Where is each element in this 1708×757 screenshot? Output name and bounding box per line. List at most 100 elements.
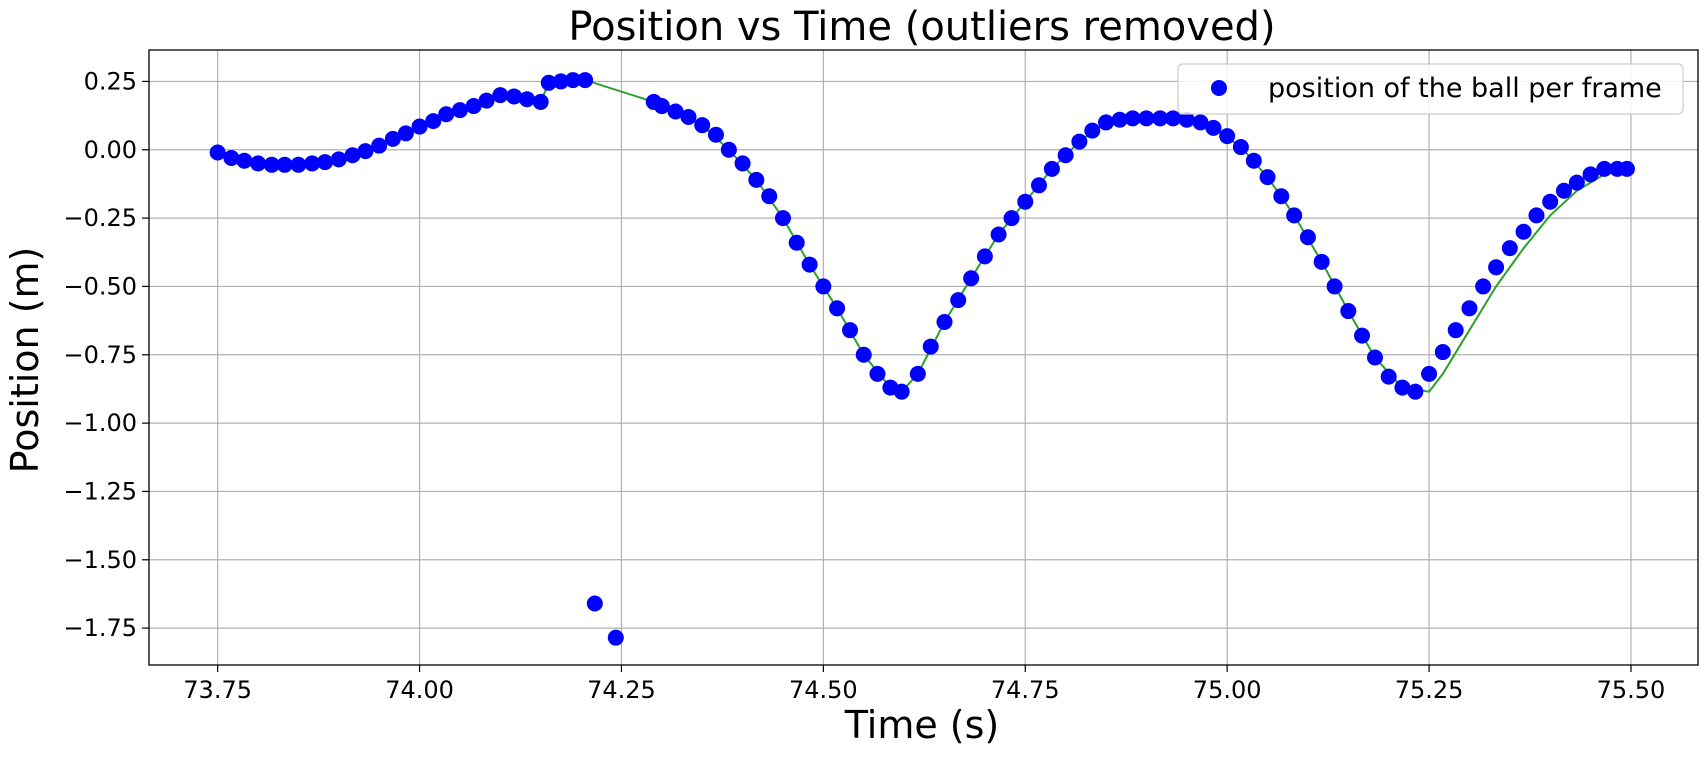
data-point	[1434, 344, 1451, 361]
y-tick-label: 0.00	[84, 136, 137, 164]
data-point	[1528, 207, 1545, 224]
legend-marker	[1211, 80, 1227, 96]
data-point	[518, 91, 535, 108]
data-point	[1447, 322, 1464, 339]
x-tick-label: 75.25	[1395, 676, 1464, 704]
data-point	[1475, 278, 1492, 295]
data-point	[842, 322, 859, 339]
data-point	[411, 118, 428, 135]
legend-frame	[1177, 63, 1684, 115]
data-point	[586, 595, 603, 612]
x-tick-label: 75.00	[1193, 676, 1262, 704]
data-point	[397, 125, 414, 142]
data-point	[1245, 152, 1262, 169]
data-point	[869, 365, 886, 382]
data-point	[694, 117, 711, 134]
data-point	[564, 72, 581, 89]
data-point	[1461, 300, 1478, 317]
data-point	[1488, 259, 1505, 276]
data-point	[976, 248, 993, 265]
data-point	[1568, 174, 1585, 191]
data-point	[1232, 139, 1249, 156]
data-point	[1152, 110, 1169, 127]
data-point	[1354, 327, 1371, 344]
data-point	[680, 108, 697, 125]
plot-area-frame	[148, 49, 1699, 666]
data-point	[478, 92, 495, 109]
data-point	[438, 106, 455, 123]
data-point	[1138, 110, 1155, 127]
data-point	[532, 93, 549, 110]
data-point	[357, 143, 374, 160]
data-point	[936, 313, 953, 330]
data-point	[1618, 160, 1635, 177]
data-point	[922, 338, 939, 355]
data-point	[1421, 365, 1438, 382]
x-tick-label: 74.00	[385, 676, 454, 704]
data-point	[1205, 119, 1222, 136]
data-point	[788, 234, 805, 251]
data-point	[1394, 379, 1411, 396]
data-point	[829, 300, 846, 317]
data-point	[236, 152, 253, 169]
data-point	[950, 292, 967, 309]
data-point	[667, 103, 684, 120]
data-point	[1030, 177, 1047, 194]
data-point	[720, 141, 737, 158]
data-point	[815, 278, 832, 295]
axis-ticks: 73.75 74.00 74.25 74.50 74.75 75.00 75.25 75.50…	[63, 67, 1665, 704]
x-tick-label: 74.75	[991, 676, 1060, 704]
data-point	[1286, 207, 1303, 224]
data-point	[1219, 128, 1236, 145]
data-point	[653, 98, 670, 115]
data-point	[1071, 133, 1088, 150]
data-point	[1259, 169, 1276, 186]
data-point	[540, 74, 557, 91]
data-point	[425, 113, 442, 130]
y-tick-label: −0.75	[63, 341, 137, 369]
data-point	[1515, 223, 1532, 240]
data-point	[1542, 193, 1559, 210]
x-axis-label: Time (s)	[844, 703, 1000, 747]
data-point	[855, 346, 872, 363]
data-point	[1124, 110, 1141, 127]
data-point	[761, 188, 778, 205]
x-tick-label: 74.50	[789, 676, 858, 704]
data-point	[263, 156, 280, 173]
data-point	[384, 130, 401, 147]
data-point	[1084, 122, 1101, 139]
data-point	[1366, 349, 1383, 366]
y-tick-label: −1.00	[63, 409, 137, 437]
y-tick-label: −0.25	[63, 204, 137, 232]
data-point	[1501, 240, 1518, 257]
data-point	[1003, 210, 1020, 227]
y-axis-label: Position (m)	[3, 247, 47, 474]
data-point	[465, 98, 482, 115]
data-point	[801, 256, 818, 273]
data-point	[1380, 368, 1397, 385]
legend-label-position: position of the ball per frame	[1268, 73, 1662, 104]
y-tick-label: −1.25	[63, 477, 137, 505]
data-point	[1057, 147, 1074, 164]
data-point	[492, 87, 509, 104]
data-point	[607, 629, 624, 646]
x-tick-label: 75.50	[1597, 676, 1666, 704]
data-point	[1582, 166, 1599, 183]
data-point	[1273, 188, 1290, 205]
data-point	[748, 171, 765, 188]
data-point	[1178, 111, 1195, 128]
data-point	[344, 147, 361, 164]
chart-title: Position vs Time (outliers removed)	[568, 4, 1275, 50]
data-point	[330, 151, 347, 168]
data-point	[1111, 111, 1128, 128]
y-tick-label: −1.50	[63, 546, 137, 574]
data-point	[990, 226, 1007, 243]
data-point	[1555, 182, 1572, 199]
data-point	[371, 137, 388, 154]
data-point	[1017, 193, 1034, 210]
data-point	[909, 365, 926, 382]
data-point	[893, 383, 910, 400]
legend: position of the ball per frame	[1177, 63, 1684, 115]
data-point	[1098, 114, 1115, 131]
